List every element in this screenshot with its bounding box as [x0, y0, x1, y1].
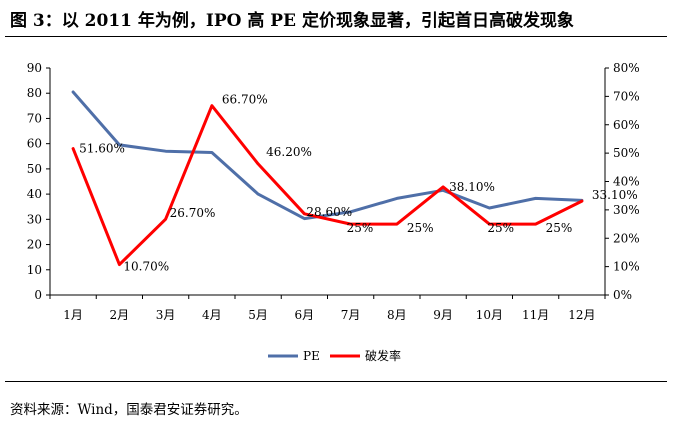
- source-note: 资料来源：Wind，国泰君安证券研究。: [10, 402, 248, 418]
- left-tick-label: 50: [27, 162, 42, 176]
- title-rule: [5, 36, 667, 37]
- data-label: 28.60%: [306, 205, 352, 219]
- data-label: 25%: [347, 221, 374, 235]
- data-label: 46.20%: [266, 145, 312, 159]
- left-tick-label: 80: [27, 86, 42, 100]
- right-tick-label: 10%: [613, 260, 640, 274]
- chart-legend: PE 破发率: [268, 348, 401, 363]
- right-tick-label: 60%: [613, 118, 640, 132]
- left-tick-label: 0: [34, 288, 42, 302]
- x-tick-label: 3月: [156, 308, 176, 322]
- x-tick-label: 10月: [476, 308, 503, 322]
- x-tick-label: 1月: [63, 308, 83, 322]
- data-label: 25%: [546, 221, 573, 235]
- x-tick-label: 5月: [248, 308, 268, 322]
- legend-label-breakrate: 破发率: [365, 348, 401, 363]
- data-label: 33.10%: [592, 188, 638, 202]
- legend-label-pe: PE: [303, 349, 320, 363]
- data-label: 25%: [487, 221, 514, 235]
- x-tick-label: 8月: [387, 308, 407, 322]
- right-tick-label: 50%: [613, 146, 640, 160]
- x-tick-label: 12月: [568, 308, 595, 322]
- left-tick-label: 20: [27, 238, 42, 252]
- right-tick-label: 40%: [613, 175, 640, 189]
- data-label: 38.10%: [449, 180, 495, 194]
- data-label: 10.70%: [123, 260, 169, 274]
- left-tick-label: 70: [27, 111, 42, 125]
- x-tick-label: 9月: [433, 308, 453, 322]
- data-label: 25%: [407, 221, 434, 235]
- left-tick-label: 60: [27, 137, 42, 151]
- right-tick-label: 80%: [613, 61, 640, 75]
- x-tick-label: 4月: [202, 308, 222, 322]
- right-tick-label: 70%: [613, 89, 640, 103]
- left-tick-label: 10: [27, 263, 42, 277]
- x-tick-label: 7月: [341, 308, 361, 322]
- data-label: 66.70%: [222, 93, 268, 107]
- right-tick-label: 30%: [613, 203, 640, 217]
- figure-title: 图 3：以 2011 年为例，IPO 高 PE 定价现象显著，引起首日高破发现象: [10, 11, 574, 31]
- series-line-breakrate: [71, 104, 584, 267]
- source-rule: [5, 381, 667, 382]
- x-tick-label: 6月: [295, 308, 315, 322]
- chart-axes: 0 10 20 30 40 50 60 70 80 90 0% 10% 20% 30% 40% 50% 60% 7…: [27, 61, 640, 322]
- series-line-pe: [71, 90, 584, 221]
- right-tick-label: 20%: [613, 231, 640, 245]
- data-label: 26.70%: [170, 206, 216, 220]
- right-tick-label: 0%: [613, 288, 632, 302]
- chart-series: [71, 90, 584, 267]
- line-chart: 0 10 20 30 40 50 60 70 80 90 0% 10% 20% 30% 40% 50% 60% 7…: [27, 61, 640, 363]
- data-label: 51.60%: [79, 142, 125, 156]
- left-tick-label: 90: [27, 61, 42, 75]
- x-tick-label: 11月: [522, 308, 549, 322]
- x-tick-label: 2月: [110, 308, 130, 322]
- left-tick-label: 40: [27, 187, 42, 201]
- left-tick-label: 30: [27, 212, 42, 226]
- chart-data-labels: 51.60% 10.70% 26.70% 66.70% 46.20% 28.60% 25% 2…: [79, 93, 638, 274]
